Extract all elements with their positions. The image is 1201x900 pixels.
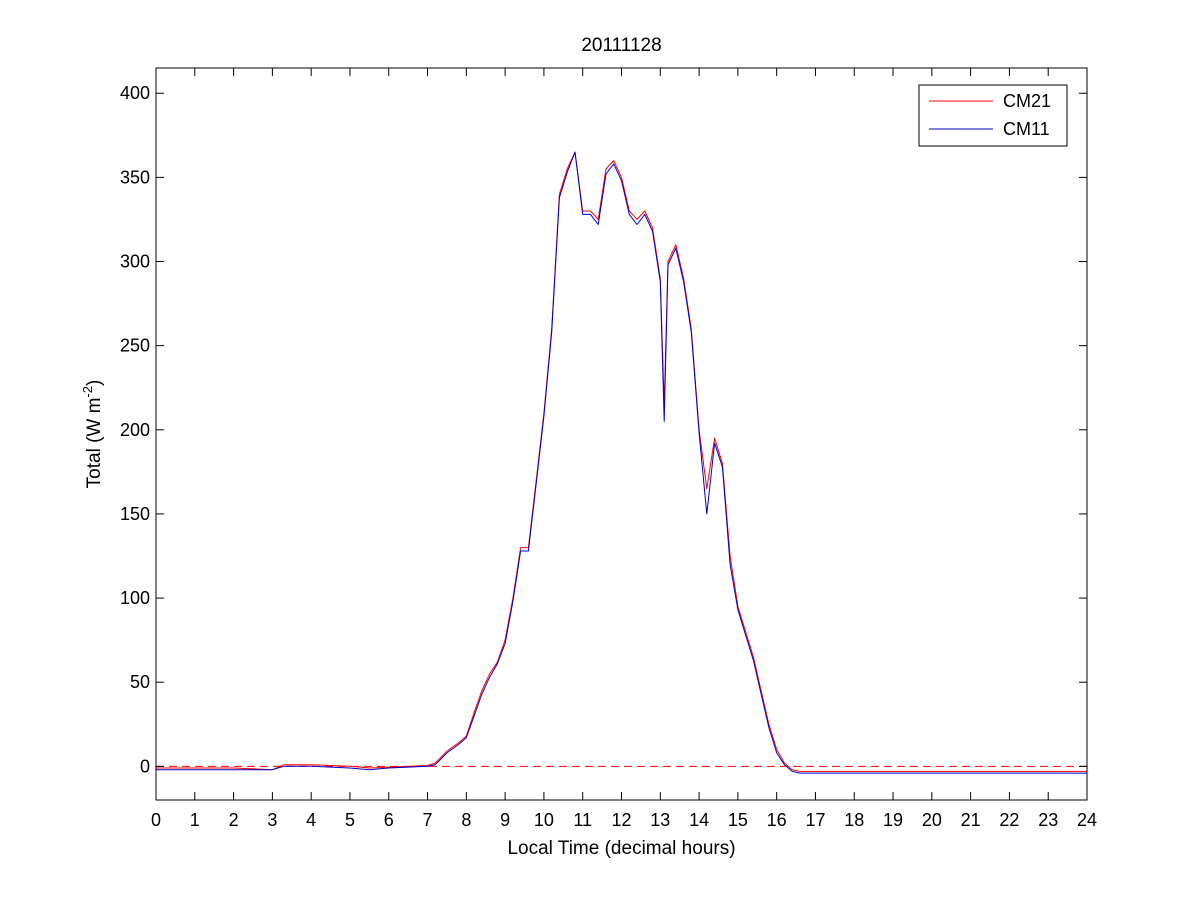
legend: CM21 CM11 (918, 84, 1068, 147)
legend-box (918, 84, 1068, 147)
y-tick-label: 200 (120, 420, 150, 440)
legend-label-cm21: CM21 (1003, 91, 1051, 111)
x-tick-label: 19 (883, 810, 903, 830)
legend-label-cm11: CM11 (1003, 119, 1050, 139)
y-axis-title: Total (W m-2) (80, 380, 105, 489)
x-axis-title: Local Time (decimal hours) (507, 838, 735, 859)
y-tick-label: 350 (120, 167, 150, 187)
x-tick-label: 18 (844, 810, 864, 830)
x-tick-label: 0 (151, 810, 161, 830)
x-tick-label: 6 (384, 810, 394, 830)
plot-background (156, 68, 1087, 800)
x-tick-label: 3 (267, 810, 277, 830)
x-tick-label: 7 (423, 810, 433, 830)
x-tick-label: 8 (461, 810, 471, 830)
series-line-cm11 (156, 151, 1087, 774)
x-tick-label: 16 (767, 810, 787, 830)
x-tick-label: 14 (689, 810, 709, 830)
y-tick-label: 100 (120, 588, 150, 608)
y-tick-label: 400 (120, 83, 150, 103)
chart-title: 20111128 (581, 35, 661, 56)
y-tick-label: 250 (120, 336, 150, 356)
x-tick-label: 10 (534, 810, 554, 830)
x-tick-label: 12 (611, 810, 631, 830)
x-tick-label: 22 (999, 810, 1019, 830)
y-axis-title-prefix: Total (W m (84, 398, 105, 489)
x-tick-label: 13 (650, 810, 670, 830)
x-tick-label: 20 (922, 810, 942, 830)
y-axis-title-suffix: ) (84, 380, 105, 386)
x-tick-label: 1 (190, 810, 200, 830)
x-tick-label: 2 (229, 810, 239, 830)
y-tick-label: 300 (120, 252, 150, 272)
x-tick-label: 24 (1077, 810, 1097, 830)
x-tick-label: 9 (500, 810, 510, 830)
x-tick-label: 23 (1038, 810, 1058, 830)
x-tick-label: 21 (961, 810, 981, 830)
x-tick-label: 4 (306, 810, 316, 830)
series-line-cm21 (156, 151, 1087, 772)
y-axis-title-superscript: -2 (80, 386, 95, 398)
y-tick-label: 0 (140, 756, 150, 776)
x-tick-label: 17 (805, 810, 825, 830)
x-tick-label: 11 (573, 810, 592, 830)
x-tick-label: 5 (345, 810, 355, 830)
y-tick-label: 50 (130, 672, 150, 692)
y-tick-label: 150 (120, 504, 150, 524)
x-tick-label: 15 (728, 810, 748, 830)
